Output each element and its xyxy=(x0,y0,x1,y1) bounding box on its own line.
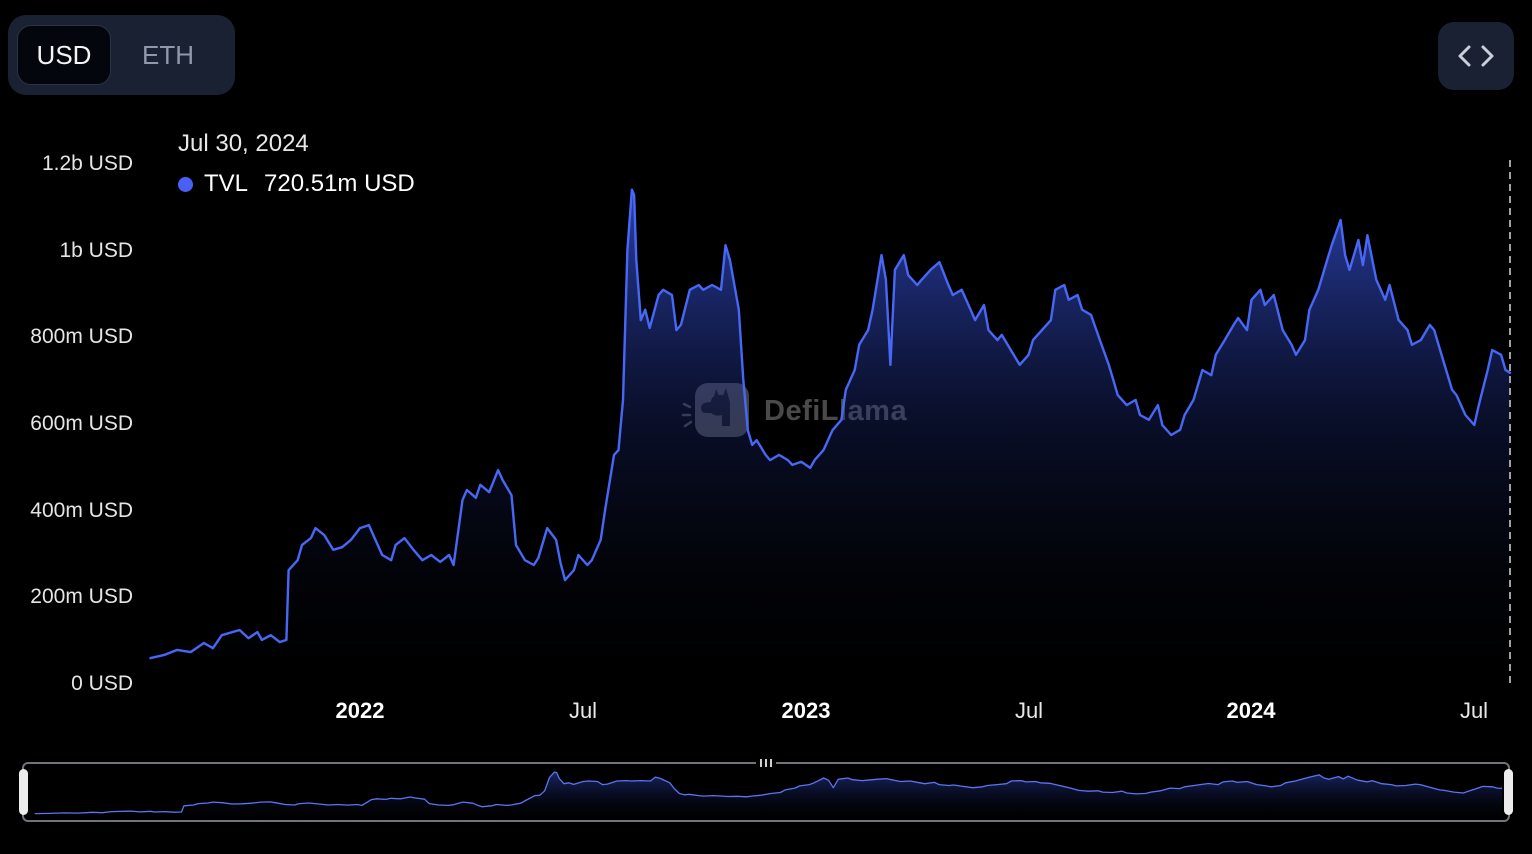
tvl-line xyxy=(149,188,1512,660)
navigator-line xyxy=(34,771,1503,815)
x-axis-label: 2023 xyxy=(781,698,831,723)
x-axis-label: 2022 xyxy=(335,698,385,723)
currency-eth-button[interactable]: ETH xyxy=(121,25,215,85)
x-axis-label: 2024 xyxy=(1226,698,1276,723)
y-axis-label: 800m USD xyxy=(30,325,133,349)
range-navigator[interactable] xyxy=(19,757,1513,822)
tvl-series-dot-icon xyxy=(178,176,193,192)
y-axis-label: 1.2b USD xyxy=(41,152,133,175)
y-axis-label: 200m USD xyxy=(30,585,133,609)
tooltip-value: 720.51m USD xyxy=(264,170,415,197)
tooltip-series-label: TVL xyxy=(204,170,249,197)
navigator-right-handle[interactable] xyxy=(1504,769,1513,815)
y-axis-label: 0 USD xyxy=(71,672,133,695)
chart-tooltip: Jul 30, 2024 TVL 720.51m USD xyxy=(178,130,415,198)
y-axis: 1.2b USD 1b USD 800m USD 600m USD 400m USD 20… xyxy=(0,0,133,760)
embed-code-button[interactable] xyxy=(1438,22,1514,90)
x-axis: 2022 Jul 2023 Jul 2024 Jul xyxy=(0,698,1532,732)
x-axis-label: Jul xyxy=(568,698,598,723)
currency-toggle: USD ETH xyxy=(8,15,235,95)
x-axis-label: Jul xyxy=(1459,698,1489,723)
navigator-mini-chart xyxy=(34,771,1503,816)
y-axis-label: 600m USD xyxy=(30,412,133,435)
navigator-left-handle[interactable] xyxy=(19,769,28,815)
currency-usd-button[interactable]: USD xyxy=(17,25,111,85)
tooltip-date: Jul 30, 2024 xyxy=(178,130,309,157)
x-axis-label: Jul xyxy=(1014,698,1044,723)
y-axis-label: 400m USD xyxy=(30,498,133,522)
code-chevrons-icon xyxy=(1458,45,1494,67)
navigator-grip[interactable] xyxy=(756,757,776,769)
y-axis-label: 1b USD xyxy=(59,238,133,262)
